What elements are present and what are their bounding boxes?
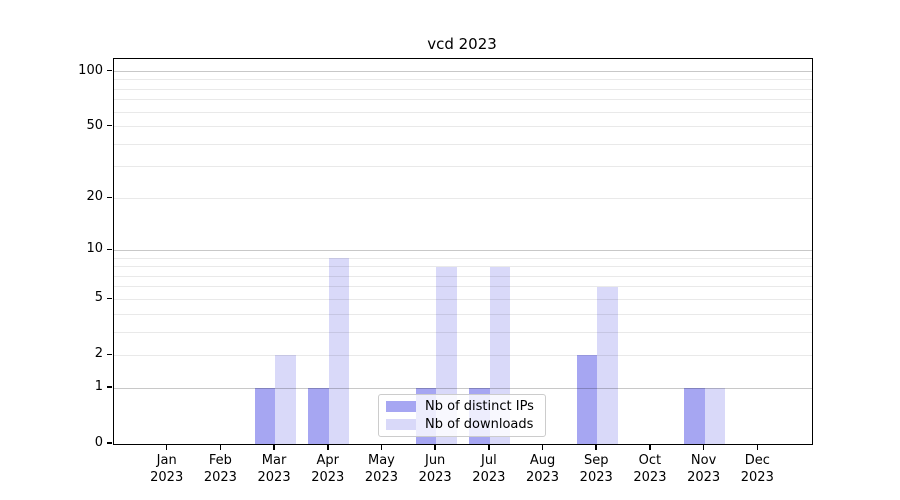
y-tick-mark (107, 248, 112, 251)
y-tick-label: 20 (86, 189, 103, 205)
x-tick-mark (327, 444, 329, 450)
y-tick-mark (107, 386, 112, 388)
bar-mar-downloads (275, 355, 296, 444)
x-tick-label: Oct 2023 (633, 453, 667, 485)
y-tick-mark (107, 69, 112, 72)
bar-mar-ips (254, 388, 276, 444)
y-tick-mark (107, 297, 112, 300)
legend-item: Nb of distinct IPs (386, 399, 545, 415)
plot-area (113, 58, 813, 445)
legend-swatch (386, 418, 416, 430)
x-tick-mark (649, 444, 651, 450)
y-tick-mark (107, 353, 112, 356)
y-tick-mark (107, 442, 112, 444)
x-tick-mark (273, 444, 275, 450)
bar-sep-downloads (597, 286, 618, 444)
bar-nov-downloads (704, 388, 726, 444)
y-tick-label: 0 (94, 435, 103, 450)
x-tick-mark (541, 444, 544, 450)
x-tick-label: Jan 2023 (150, 453, 184, 485)
y-tick-label: 2 (94, 346, 103, 362)
x-tick-label: Apr 2023 (311, 453, 345, 485)
y-tick-label: 1 (94, 379, 103, 395)
x-tick-mark (165, 444, 168, 450)
legend-item: Nb of downloads (386, 416, 545, 432)
bar-sep-ips (576, 355, 598, 444)
x-tick-mark (756, 444, 759, 450)
x-tick-mark (434, 444, 436, 450)
x-tick-label: Mar 2023 (257, 453, 291, 485)
y-tick-label: 100 (78, 62, 103, 78)
x-tick-label: Jun 2023 (418, 453, 452, 485)
x-tick-mark (702, 444, 705, 450)
x-tick-label: May 2023 (364, 453, 398, 485)
bar-apr-downloads (328, 258, 350, 444)
y-tick-label: 5 (94, 290, 103, 306)
x-tick-label: Sep 2023 (579, 453, 613, 485)
legend: Nb of distinct IPs Nb of downloads (378, 394, 546, 437)
x-tick-mark (595, 444, 597, 450)
legend-swatch (386, 401, 416, 413)
x-tick-label: Dec 2023 (740, 453, 774, 485)
x-tick-mark (219, 444, 222, 450)
bar-apr-ips (308, 388, 329, 444)
x-tick-mark (380, 444, 383, 450)
x-tick-label: Jul 2023 (472, 453, 506, 485)
x-tick-mark (488, 444, 490, 450)
x-tick-label: Feb 2023 (203, 453, 237, 485)
y-tick-mark (107, 124, 112, 127)
legend-label: Nb of downloads (425, 416, 534, 432)
y-tick-label: 10 (86, 241, 103, 257)
y-tick-mark (107, 196, 112, 199)
x-tick-label: Nov 2023 (687, 453, 721, 485)
bar-nov-ips (684, 388, 705, 444)
bars-layer (114, 59, 812, 444)
x-tick-label: Aug 2023 (525, 453, 560, 485)
chart-title: vcd 2023 (427, 35, 497, 53)
y-tick-label: 50 (86, 117, 103, 133)
legend-label: Nb of distinct IPs (425, 399, 534, 415)
